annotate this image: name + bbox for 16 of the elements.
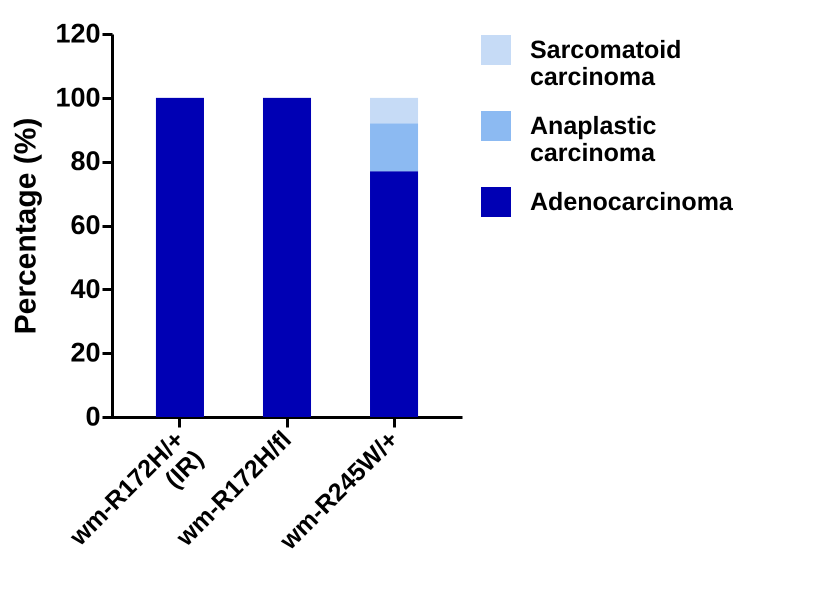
bar bbox=[370, 123, 418, 172]
bar bbox=[156, 98, 204, 417]
y-tick-label: 120 bbox=[55, 18, 100, 48]
y-axis-title: Percentage (%) bbox=[9, 118, 42, 334]
y-tick-label: 80 bbox=[70, 146, 100, 176]
legend-label: Sarcomatoid carcinoma bbox=[530, 36, 682, 91]
y-tick-label: 20 bbox=[70, 338, 100, 368]
y-tick-label: 100 bbox=[55, 82, 100, 112]
legend-label: Adenocarcinoma bbox=[530, 188, 734, 216]
bar bbox=[370, 171, 418, 417]
y-tick-label: 60 bbox=[70, 210, 100, 240]
y-tick-label: 40 bbox=[70, 274, 100, 304]
legend-label: Anaplastic carcinoma bbox=[530, 112, 657, 167]
bar bbox=[262, 98, 312, 417]
bar bbox=[370, 98, 418, 124]
y-tick-label: 0 bbox=[85, 402, 100, 432]
